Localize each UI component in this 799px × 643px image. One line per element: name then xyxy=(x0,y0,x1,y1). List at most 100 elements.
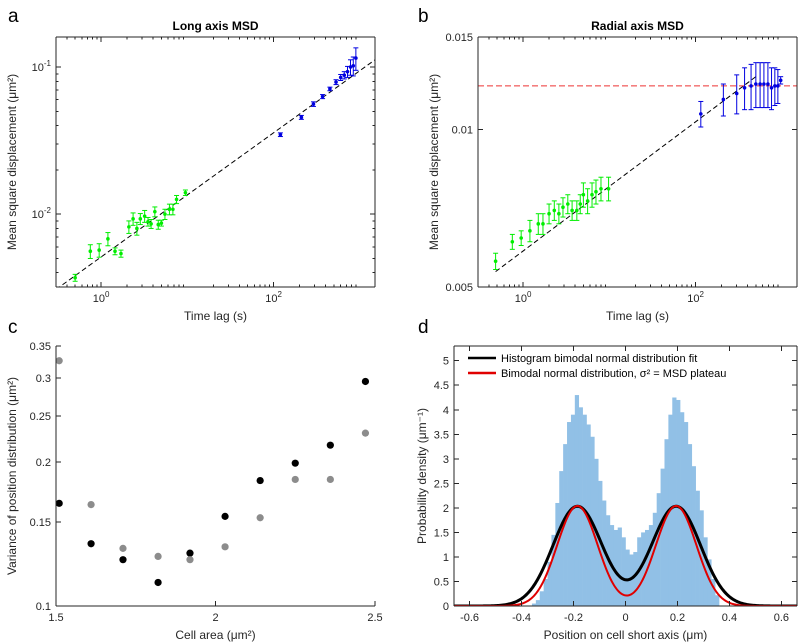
tick-label-exponent: 2 xyxy=(277,290,282,299)
histogram-bar xyxy=(641,532,646,606)
data-point xyxy=(536,222,541,226)
tick-label: 0.005 xyxy=(445,282,473,294)
data-point xyxy=(575,208,579,213)
data-point xyxy=(221,512,229,520)
tick-label: 1.5 xyxy=(434,527,449,539)
tick-label: 5 xyxy=(443,356,449,368)
tick-label: 2.5 xyxy=(434,478,449,490)
histogram-bar xyxy=(551,534,556,606)
tick-label-exponent: -1 xyxy=(44,59,52,68)
histogram-bar xyxy=(531,603,537,606)
tick-label: 0 xyxy=(622,612,628,624)
data-point xyxy=(547,211,551,216)
data-point xyxy=(334,80,338,84)
data-point xyxy=(291,475,299,484)
plot-area-b xyxy=(478,62,797,273)
tick-label: 2.5 xyxy=(367,612,382,624)
data-point xyxy=(721,97,726,102)
data-point xyxy=(754,82,758,86)
histogram-bar xyxy=(574,395,580,606)
tick-label: 0 xyxy=(443,601,449,613)
data-point xyxy=(326,441,334,449)
data-point xyxy=(256,514,264,522)
tick-label: 100 xyxy=(93,290,110,305)
histogram-bar xyxy=(660,468,665,606)
data-point xyxy=(749,84,753,88)
data-point xyxy=(566,202,570,206)
data-point xyxy=(734,91,739,96)
power-law-fit-line xyxy=(58,59,375,287)
panel-d: d -0.6 -0.4 -0.2 0 0.2 0.4 0.6 0 0.5 1 1.5 2 2.5 3 3.5 4… xyxy=(415,317,798,642)
data-point xyxy=(56,499,63,507)
data-point xyxy=(594,189,598,194)
data-point xyxy=(519,236,523,240)
panel-c: c 1.5 2 2.5 0.1 0.15 0.2 0.25 0.3 0.35 Cell area (… xyxy=(5,317,383,642)
data-point xyxy=(699,112,703,116)
data-point xyxy=(167,207,172,212)
data-point xyxy=(348,65,353,69)
data-point xyxy=(361,429,370,437)
data-point xyxy=(138,217,143,221)
tick-label: 2 xyxy=(443,503,449,515)
data-point xyxy=(361,377,370,386)
tick-label: 1 xyxy=(443,552,449,564)
y-axis-label-b: Mean square displacement (μm²) xyxy=(427,74,441,250)
data-point xyxy=(326,475,334,484)
data-point xyxy=(320,94,325,99)
data-point xyxy=(163,212,167,216)
data-point xyxy=(762,82,766,86)
fit-curve-black xyxy=(454,504,797,606)
data-point xyxy=(769,85,774,90)
plot-area-d xyxy=(454,395,797,606)
x-axis-label-c: Cell area (μm²) xyxy=(175,628,255,642)
data-point xyxy=(113,249,117,254)
tick-label: 0.3 xyxy=(36,373,51,385)
legend-entry: Bimodal normal distribution, σ² = MSD pl… xyxy=(501,368,726,380)
panel-label-a: a xyxy=(8,6,19,27)
data-point xyxy=(766,82,770,86)
tick-label: 10-2 xyxy=(32,206,52,221)
tick-label: -0.6 xyxy=(460,612,479,624)
data-point xyxy=(354,56,358,60)
histogram-bar xyxy=(613,529,619,606)
data-point xyxy=(493,259,498,264)
tick-label-exponent: 2 xyxy=(699,290,704,299)
tick-label-base: 10 xyxy=(32,62,44,74)
histogram-bar xyxy=(711,579,716,606)
tick-label: 100 xyxy=(515,290,532,305)
histogram-bar xyxy=(652,512,657,606)
y-axis-label-c: Variance of position distribution (μm²) xyxy=(5,377,19,575)
tick-label-base: 10 xyxy=(265,293,277,305)
x-axis-label-b: Time lag (s) xyxy=(606,309,669,323)
tick-label-base: 10 xyxy=(687,293,699,305)
tick-label: 2 xyxy=(212,612,218,624)
histogram-bar xyxy=(664,439,669,606)
data-point xyxy=(88,249,93,254)
panel-label-d: d xyxy=(418,317,429,338)
histogram-bar xyxy=(547,561,552,606)
data-point xyxy=(159,221,164,225)
legend-entry: Histogram bimodal normal distribution fi… xyxy=(501,353,697,365)
data-point xyxy=(174,197,179,202)
data-point xyxy=(106,237,110,241)
tick-label: 102 xyxy=(265,290,282,305)
tick-label: 3.5 xyxy=(434,429,449,441)
tick-label-exponent: 0 xyxy=(105,290,110,299)
histogram-bar xyxy=(672,397,677,606)
histogram-bar xyxy=(676,399,681,606)
histogram-bar xyxy=(535,600,541,606)
data-point xyxy=(299,115,304,120)
histogram-bar xyxy=(559,471,564,606)
histogram-bar xyxy=(707,559,712,606)
tick-label: 4.5 xyxy=(434,380,449,392)
data-point xyxy=(221,543,229,551)
data-point xyxy=(149,222,153,226)
data-point xyxy=(278,132,283,137)
y-axis-label-a: Mean square displacement (μm²) xyxy=(5,74,19,250)
data-point xyxy=(758,82,762,86)
data-point xyxy=(131,217,135,221)
plot-area-c xyxy=(56,357,370,587)
histogram-bar xyxy=(543,579,548,606)
tick-label-base: 10 xyxy=(32,209,44,221)
